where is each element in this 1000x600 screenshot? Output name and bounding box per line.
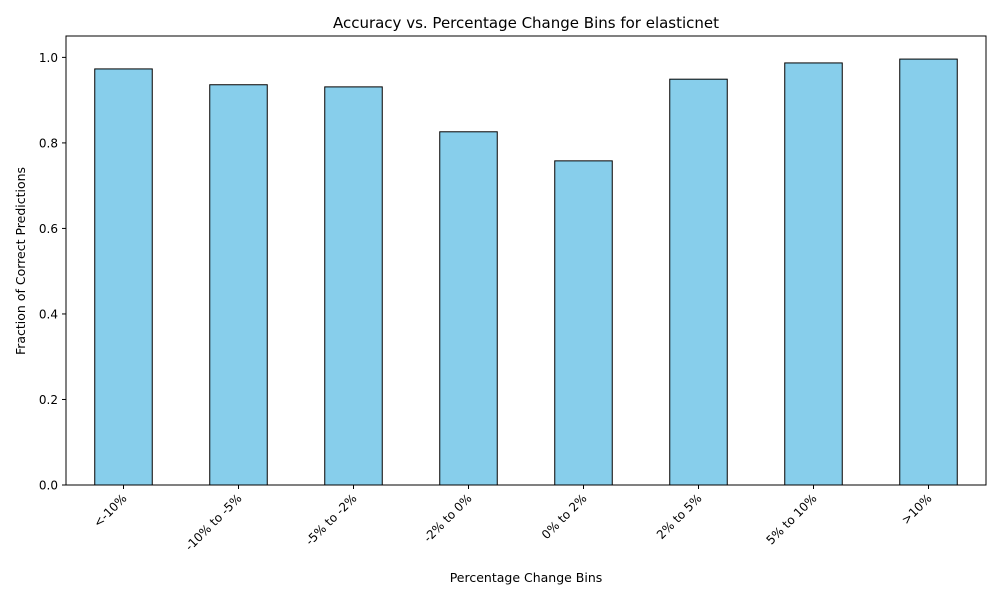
bar-0 [94, 68, 153, 486]
x-tick-label-5: 2% to 5% [654, 491, 705, 542]
y-tick-label-0: 0.0 [39, 479, 58, 493]
x-tick-label-3: -2% to 0% [421, 491, 475, 545]
bar-1 [209, 84, 268, 486]
y-tick-label-3: 0.6 [39, 222, 58, 236]
axes-frame [65, 35, 987, 486]
bar-2 [324, 86, 383, 486]
x-axis-label: Percentage Change Bins [450, 570, 603, 585]
plot-area: 0.0 0.2 0.4 0.6 0.8 1.0 <-10% -10% to -5% -5% to… [39, 35, 987, 553]
y-tick-label-5: 1.0 [39, 51, 58, 65]
y-axis-label: Fraction of Correct Predictions [13, 167, 28, 355]
bar-6 [784, 62, 843, 486]
chart-title: Accuracy vs. Percentage Change Bins for … [333, 14, 719, 32]
y-tick-label-2: 0.4 [39, 307, 58, 321]
x-tick-label-0: <-10% [91, 491, 130, 530]
x-tick-label-2: -5% to -2% [303, 491, 360, 548]
y-tick-label-1: 0.2 [39, 393, 58, 407]
y-tick-label-4: 0.8 [39, 136, 58, 150]
bar-5 [669, 78, 728, 486]
x-tick-label-7: >10% [899, 491, 935, 527]
bar-3 [439, 131, 498, 486]
bar-7 [899, 58, 958, 486]
bar-4 [554, 160, 613, 486]
x-tick-label-1: -10% to -5% [182, 491, 244, 553]
x-tick-label-4: 0% to 2% [539, 491, 590, 542]
x-tick-label-6: 5% to 10% [763, 491, 819, 547]
